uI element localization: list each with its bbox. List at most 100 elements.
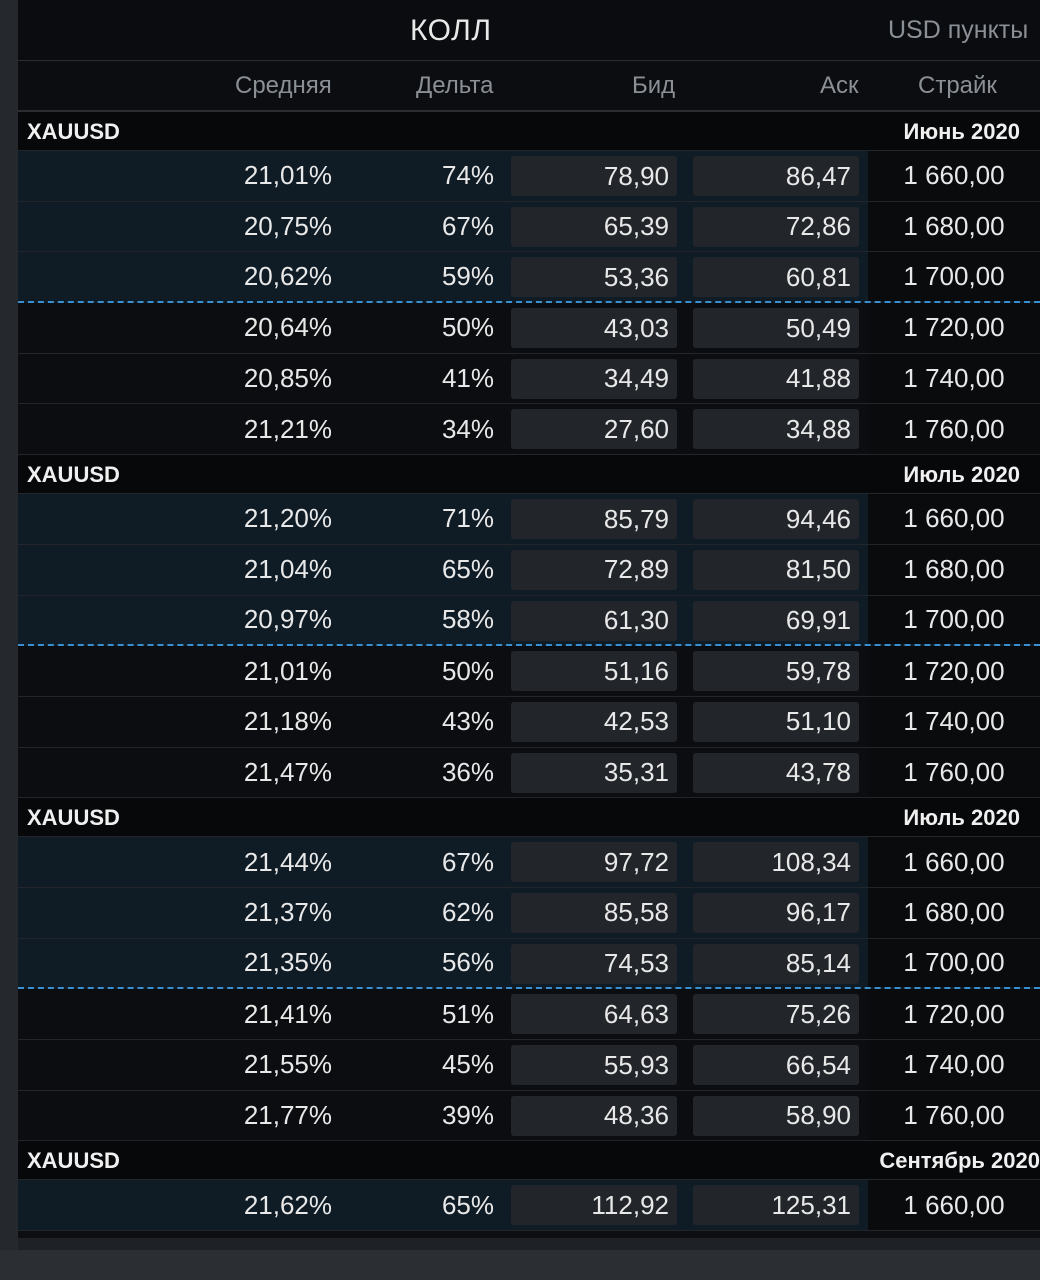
bid-price-button[interactable]: 48,36	[511, 1095, 677, 1136]
strike-cell: 1 740,00	[868, 696, 1040, 747]
delta-cell: 62%	[441, 897, 494, 928]
delta-cell: 65%	[441, 1189, 494, 1220]
option-chain-body: XAUUSD Июнь 2020 21,01% 74% 78,90 86,47 1 660,…	[18, 112, 1040, 1232]
symbol-label: XAUUSD	[27, 805, 120, 831]
bid-price-button[interactable]: 34,49	[511, 358, 677, 399]
option-chain-panel: КОЛЛ USD пункты Средняя Дельта Бид Аск С…	[18, 0, 1040, 1238]
option-row[interactable]: 21,20% 71% 85,79 94,46 1 660,00	[18, 494, 1040, 545]
ask-price-button[interactable]: 58,90	[693, 1095, 859, 1136]
bid-price-button[interactable]: 35,31	[511, 752, 677, 793]
option-row[interactable]: 21,01% 50% 51,16 59,78 1 720,00	[18, 646, 1040, 697]
delta-cell: 51%	[441, 998, 494, 1029]
avg-volatility-cell: 21,35%	[243, 947, 332, 978]
column-header-ask[interactable]: Аск	[820, 72, 859, 99]
ask-price-button[interactable]: 96,17	[693, 892, 859, 933]
delta-cell: 34%	[441, 413, 494, 444]
strike-cell: 1 680,00	[868, 887, 1040, 938]
bid-price-button[interactable]: 55,93	[511, 1045, 677, 1085]
ask-price-button[interactable]: 66,54	[693, 1045, 859, 1085]
option-row[interactable]: 21,44% 67% 97,72 108,34 1 660,00	[18, 837, 1040, 888]
avg-volatility-cell: 21,77%	[243, 1100, 332, 1131]
column-header-avg[interactable]: Средняя	[235, 72, 332, 99]
ask-price-button[interactable]: 43,78	[693, 752, 859, 793]
option-row[interactable]: 20,75% 67% 65,39 72,86 1 680,00	[18, 201, 1040, 253]
option-row[interactable]: 21,35% 56% 74,53 85,14 1 700,00	[18, 938, 1040, 990]
bid-price-button[interactable]: 51,16	[511, 651, 677, 692]
ask-price-button[interactable]: 69,91	[693, 600, 859, 641]
bid-price-button[interactable]: 61,30	[511, 600, 677, 641]
bid-price-button[interactable]: 64,63	[511, 994, 677, 1035]
bid-price-button[interactable]: 65,39	[511, 206, 677, 247]
delta-cell: 36%	[441, 756, 494, 787]
avg-volatility-cell: 21,37%	[243, 897, 332, 928]
bid-price-button[interactable]: 112,92	[511, 1185, 677, 1226]
strike-cell: 1 660,00	[868, 1180, 1040, 1231]
strike-cell: 1 760,00	[868, 1090, 1040, 1141]
bid-price-button[interactable]: 97,72	[511, 842, 677, 883]
bid-price-button[interactable]: 85,58	[511, 892, 677, 933]
ask-price-button[interactable]: 81,50	[693, 549, 859, 590]
option-row[interactable]: 20,62% 59% 53,36 60,81 1 700,00	[18, 252, 1040, 304]
bid-price-button[interactable]: 43,03	[511, 308, 677, 349]
option-row[interactable]: 21,77% 39% 48,36 58,90 1 760,00	[18, 1090, 1040, 1142]
option-row[interactable]: 21,62% 65% 112,92 125,31 1 660,00	[18, 1180, 1040, 1232]
ask-price-button[interactable]: 72,86	[693, 206, 859, 247]
delta-cell: 67%	[441, 211, 494, 242]
expiry-label: Июнь 2020	[903, 119, 1020, 144]
strike-cell: 1 760,00	[868, 404, 1040, 455]
strike-cell: 1 680,00	[868, 201, 1040, 252]
bid-price-button[interactable]: 27,60	[511, 409, 677, 450]
option-row[interactable]: 21,01% 74% 78,90 86,47 1 660,00	[18, 151, 1040, 202]
call-title: КОЛЛ	[410, 14, 492, 47]
column-header-bid[interactable]: Бид	[632, 72, 676, 99]
ask-price-button[interactable]: 51,10	[693, 701, 859, 742]
ask-price-button[interactable]: 34,88	[693, 409, 859, 450]
avg-volatility-cell: 20,64%	[243, 312, 332, 343]
bid-price-button[interactable]: 42,53	[511, 701, 677, 742]
expiry-group-header[interactable]: XAUUSD Июнь 2020	[18, 112, 1040, 151]
ask-price-button[interactable]: 94,46	[693, 499, 859, 540]
option-row[interactable]: 20,64% 50% 43,03 50,49 1 720,00	[18, 303, 1040, 354]
option-row[interactable]: 21,37% 62% 85,58 96,17 1 680,00	[18, 887, 1040, 939]
delta-cell: 67%	[441, 846, 494, 877]
option-row[interactable]: 21,47% 36% 35,31 43,78 1 760,00	[18, 747, 1040, 799]
symbol-label: XAUUSD	[27, 119, 120, 144]
bottom-bar	[0, 1250, 1040, 1280]
option-row[interactable]: 21,41% 51% 64,63 75,26 1 720,00	[18, 989, 1040, 1040]
ask-price-button[interactable]: 108,34	[693, 842, 859, 883]
avg-volatility-cell: 20,85%	[243, 363, 332, 394]
ask-price-button[interactable]: 85,14	[693, 943, 859, 984]
column-header-strike[interactable]: Страйк	[918, 72, 997, 99]
expiry-label: Сентябрь 2020	[879, 1148, 1040, 1174]
ask-price-button[interactable]: 125,31	[693, 1185, 859, 1226]
avg-volatility-cell: 20,62%	[243, 261, 332, 292]
expiry-group-header[interactable]: XAUUSD Сентябрь 2020	[18, 1141, 1040, 1181]
option-row[interactable]: 21,55% 45% 55,93 66,54 1 740,00	[18, 1040, 1040, 1091]
ask-price-button[interactable]: 41,88	[693, 358, 859, 399]
expiry-group-header[interactable]: XAUUSD Июль 2020	[18, 455, 1040, 495]
option-row[interactable]: 20,97% 58% 61,30 69,91 1 700,00	[18, 595, 1040, 647]
delta-cell: 71%	[441, 503, 494, 534]
avg-volatility-cell: 21,01%	[243, 160, 332, 191]
delta-cell: 50%	[441, 655, 494, 686]
ask-price-button[interactable]: 86,47	[693, 156, 859, 196]
avg-volatility-cell: 21,62%	[243, 1189, 332, 1220]
ask-price-button[interactable]: 60,81	[693, 257, 859, 298]
ask-price-button[interactable]: 50,49	[693, 308, 859, 349]
units-selector[interactable]: USD пункты	[888, 16, 1029, 44]
strike-cell: 1 700,00	[868, 938, 1040, 988]
bid-price-button[interactable]: 74,53	[511, 943, 677, 984]
ask-price-button[interactable]: 75,26	[693, 994, 859, 1035]
option-row[interactable]: 21,18% 43% 42,53 51,10 1 740,00	[18, 696, 1040, 748]
column-header-delta[interactable]: Дельта	[416, 72, 494, 99]
ask-price-button[interactable]: 59,78	[693, 651, 859, 692]
strike-cell: 1 740,00	[868, 1040, 1040, 1090]
bid-price-button[interactable]: 85,79	[511, 499, 677, 540]
bid-price-button[interactable]: 53,36	[511, 257, 677, 298]
option-row[interactable]: 20,85% 41% 34,49 41,88 1 740,00	[18, 353, 1040, 405]
bid-price-button[interactable]: 72,89	[511, 549, 677, 590]
option-row[interactable]: 21,04% 65% 72,89 81,50 1 680,00	[18, 544, 1040, 596]
expiry-group-header[interactable]: XAUUSD Июль 2020	[18, 798, 1040, 838]
option-row[interactable]: 21,21% 34% 27,60 34,88 1 760,00	[18, 404, 1040, 456]
bid-price-button[interactable]: 78,90	[511, 156, 677, 196]
